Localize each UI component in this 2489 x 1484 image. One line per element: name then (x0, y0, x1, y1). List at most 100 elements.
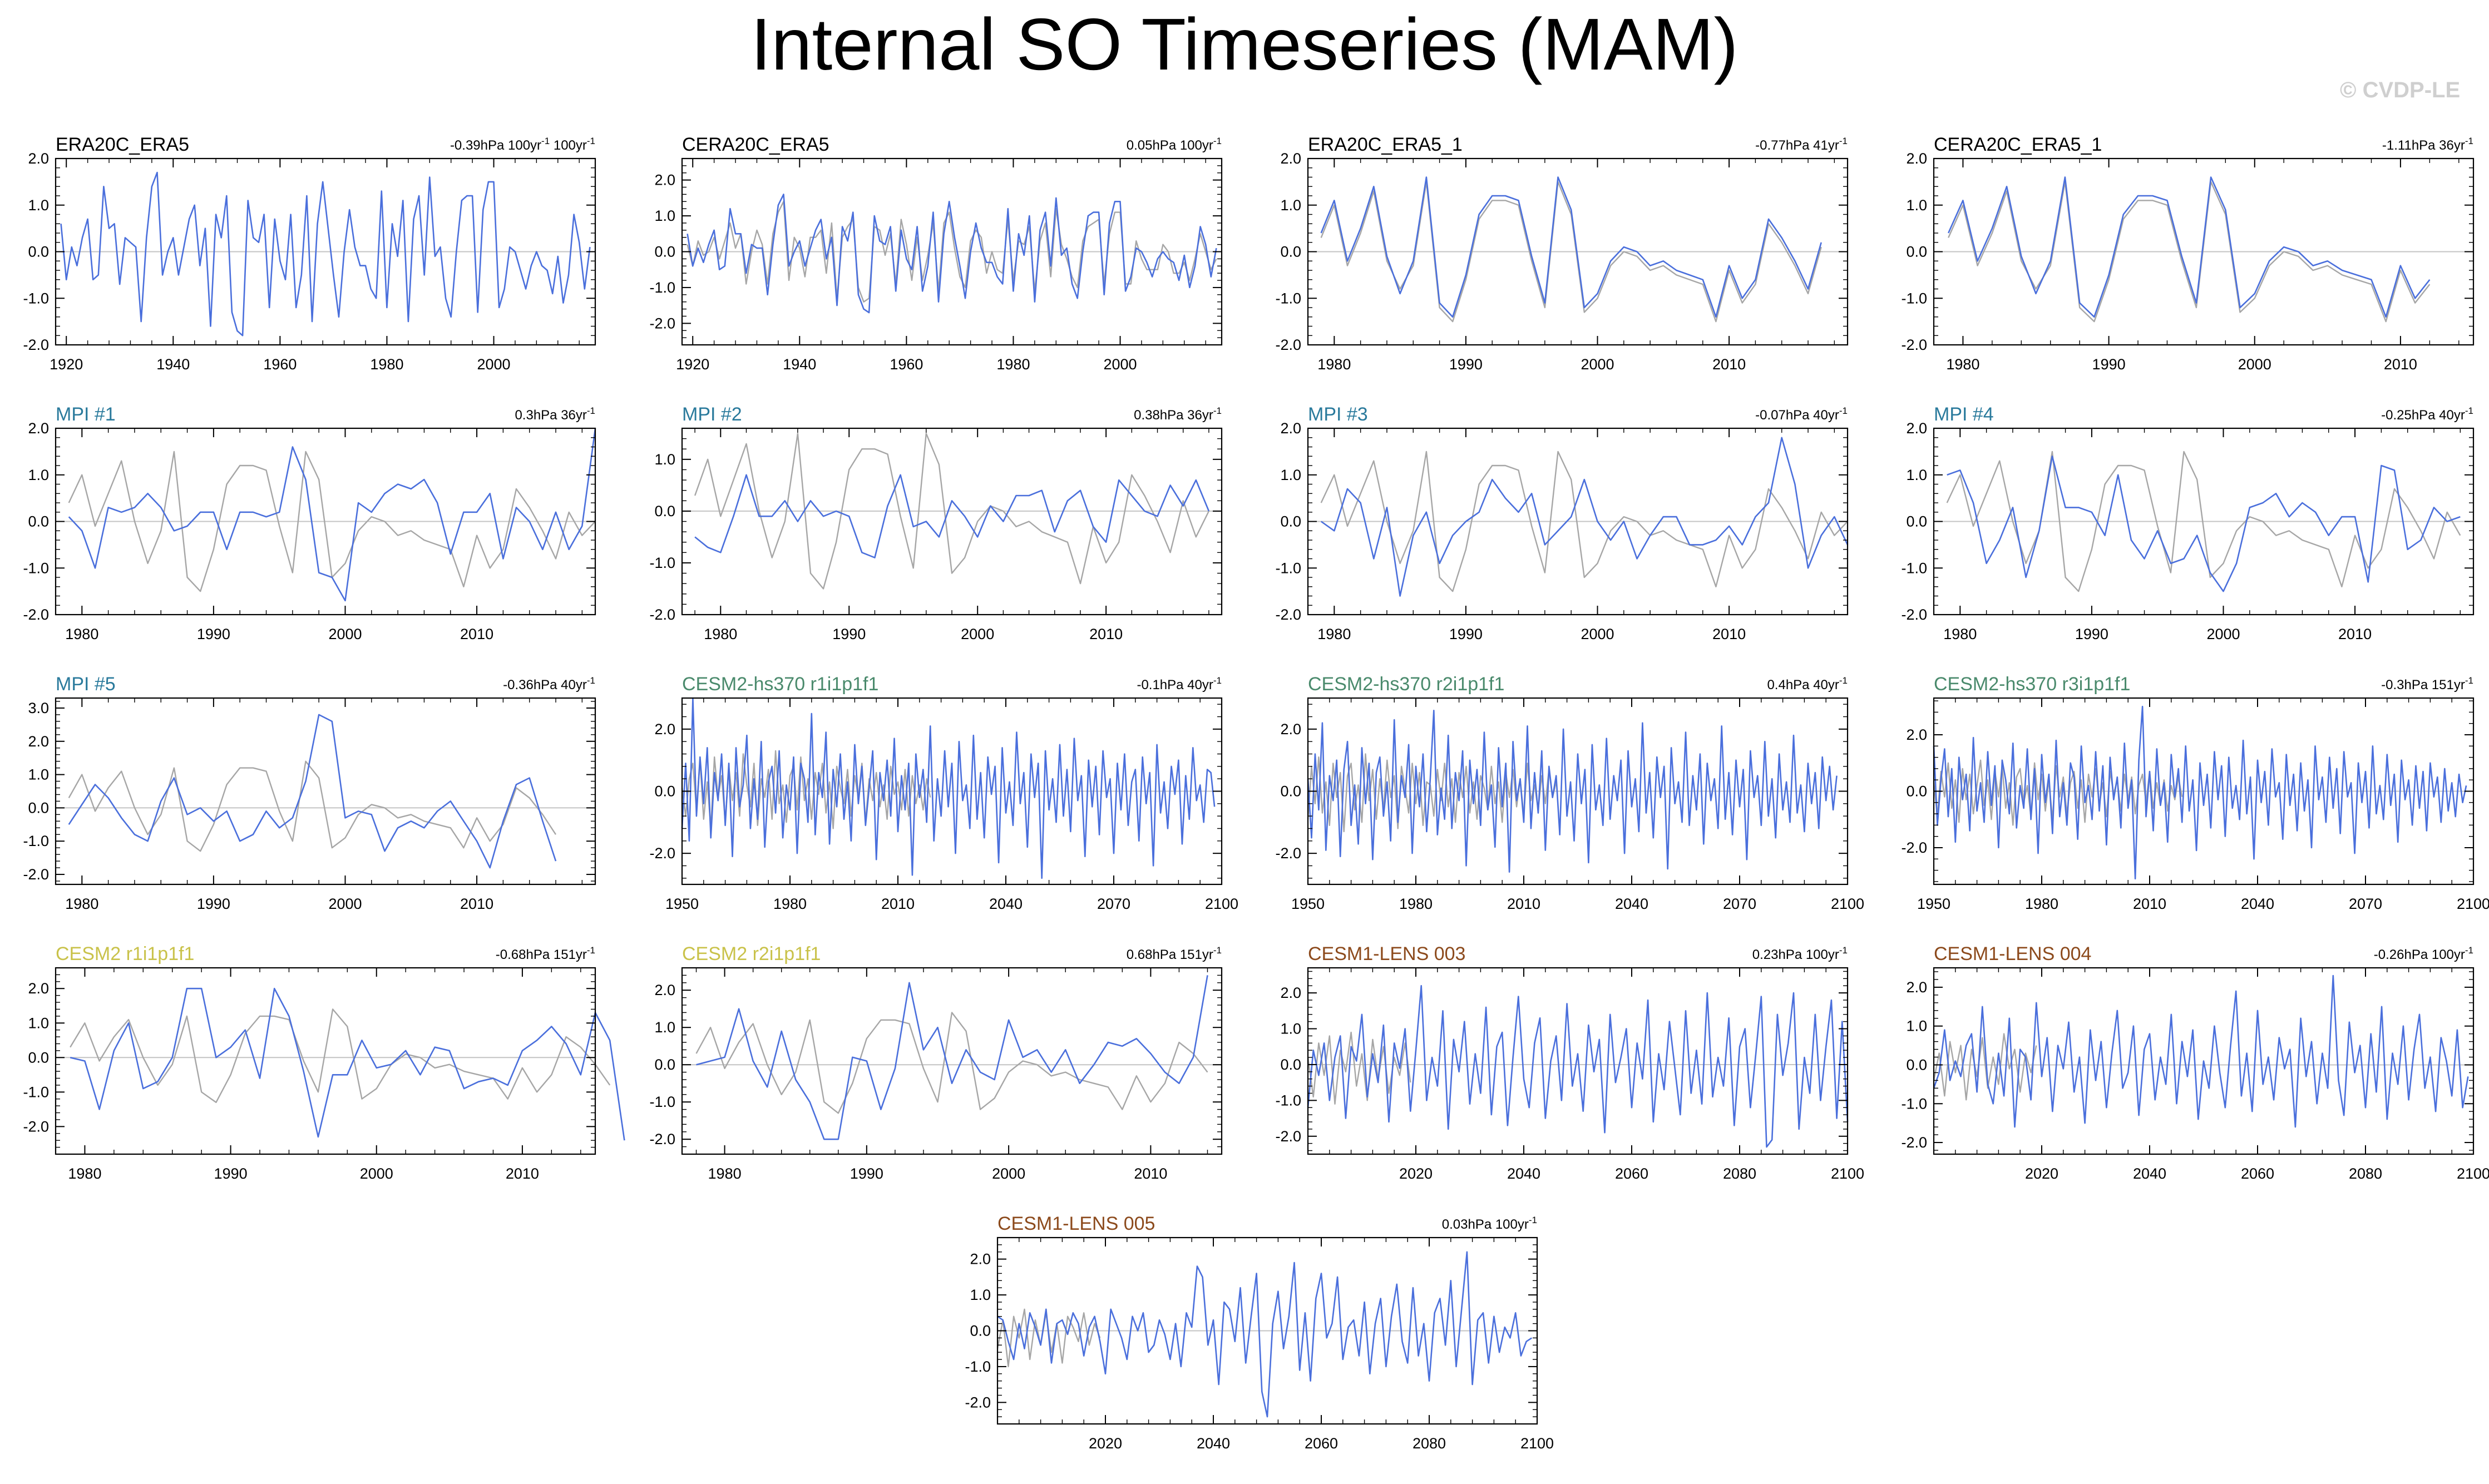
x-tick-label: 1920 (676, 356, 709, 373)
page-title: Internal SO Timeseries (MAM) (750, 3, 1739, 85)
x-tick-label: 1980 (1399, 896, 1433, 912)
x-tick-label: 2010 (1089, 626, 1123, 642)
trend-label: -0.26hPa 100yr-1 (2374, 945, 2473, 962)
trend-label: -0.36hPa 40yr-1 (503, 675, 595, 692)
y-tick-label: -2.0 (23, 337, 49, 353)
panel-title: CESM2-hs370 r1i1p1f1 (682, 674, 878, 695)
panel-title: CESM1-LENS 005 (997, 1213, 1155, 1234)
y-tick-label: 1.0 (970, 1287, 991, 1303)
x-tick-label: 2040 (989, 896, 1023, 912)
x-tick-label: 1980 (1943, 626, 1977, 642)
x-tick-label: 1980 (1317, 356, 1351, 373)
observed-series-line (1946, 451, 2461, 592)
y-tick-label: -1.0 (1275, 560, 1301, 576)
y-tick-label: 0.0 (1280, 513, 1301, 530)
x-tick-label: 2040 (2241, 896, 2274, 912)
y-tick-label: -1.0 (965, 1358, 991, 1375)
x-tick-label: 1980 (708, 1165, 742, 1182)
model-series-line (681, 697, 1216, 879)
y-tick-label: 2.0 (1280, 420, 1301, 437)
x-tick-label: 2010 (1134, 1165, 1167, 1182)
y-tick-label: 2.0 (28, 733, 49, 750)
x-tick-label: 1980 (2025, 896, 2058, 912)
y-tick-label: -2.0 (965, 1394, 991, 1411)
y-tick-label: -1.0 (1275, 1092, 1301, 1109)
model-series-line (60, 171, 591, 337)
plot-frame (681, 427, 1223, 616)
model-series-line (1933, 975, 2469, 1128)
panel-2: CERA20C_ERA5 0.05hPa 100yr-1 -2.0 -1.0 0.0 1.… (649, 134, 1223, 373)
y-tick-label: 2.0 (654, 982, 675, 998)
panel-10: CESM2-hs370 r1i1p1f1 -0.1hPa 40yr-1 -2.0 0.… (649, 674, 1238, 912)
model-series-line (1320, 437, 1849, 597)
trend-label: -0.25hPa 40yr-1 (2381, 405, 2473, 423)
y-tick-label: 0.0 (654, 503, 675, 520)
y-tick-label: 2.0 (1280, 985, 1301, 1001)
y-tick-label: 0.0 (1906, 1056, 1927, 1073)
y-tick-label: -1.0 (23, 1084, 49, 1100)
panel-14: CESM2 r2i1p1f1 0.68hPa 151yr-1 -2.0 -1.0 0.0… (649, 943, 1223, 1182)
x-tick-label: 2010 (1507, 896, 1540, 912)
x-tick-label: 2010 (2338, 626, 2372, 642)
y-tick-label: 0.0 (28, 799, 49, 816)
x-tick-label: 2010 (1712, 626, 1746, 642)
x-tick-label: 2010 (460, 626, 493, 642)
x-tick-label: 2000 (992, 1165, 1025, 1182)
trend-label: 0.03hPa 100yr-1 (1442, 1215, 1537, 1232)
x-tick-label: 1940 (783, 356, 816, 373)
panel-title: CESM2-hs370 r2i1p1f1 (1308, 674, 1504, 695)
x-tick-label: 2000 (328, 626, 362, 642)
y-tick-label: -1.0 (649, 1094, 675, 1110)
y-tick-label: -1.0 (23, 290, 49, 306)
y-tick-label: 2.0 (1906, 979, 1927, 996)
panel-11: CESM2-hs370 r2i1p1f1 0.4hPa 40yr-1 -2.0 0.0… (1275, 674, 1864, 912)
y-tick-label: 1.0 (654, 1019, 675, 1036)
panel-title: CERA20C_ERA5 (682, 134, 829, 155)
x-tick-label: 1990 (2092, 356, 2126, 373)
x-tick-label: 2060 (2241, 1165, 2274, 1182)
y-tick-label: -2.0 (23, 606, 49, 623)
x-tick-label: 1960 (890, 356, 923, 373)
x-tick-label: 2000 (477, 356, 510, 373)
panel-9: MPI #5 -0.36hPa 40yr-1 -2.0 -1.0 0.0 1.0 2.0 3.… (23, 674, 596, 912)
y-tick-label: 1.0 (1906, 197, 1927, 214)
x-tick-label: 1980 (1317, 626, 1351, 642)
panel-8: MPI #4 -0.25hPa 40yr-1 -2.0 -1.0 0.0 1.0 2.0 19… (1901, 404, 2475, 642)
model-series-line (1320, 176, 1822, 318)
y-tick-label: 2.0 (1906, 726, 1927, 743)
plot-frame (1933, 967, 2475, 1155)
panel-title: MPI #5 (56, 674, 116, 695)
y-tick-label: 0.0 (654, 1056, 675, 1073)
panel-title: CERA20C_ERA5_1 (1934, 134, 2102, 155)
trend-label: 0.4hPa 40yr-1 (1767, 675, 1848, 692)
x-tick-label: 1990 (197, 896, 230, 912)
model-series-line (1307, 710, 1838, 873)
y-tick-label: -2.0 (1901, 839, 1927, 856)
observed-series-line (70, 1008, 611, 1104)
panel-title: MPI #3 (1308, 404, 1368, 425)
x-tick-label: 1980 (65, 896, 98, 912)
y-tick-label: 1.0 (654, 451, 675, 468)
x-tick-label: 2020 (1089, 1435, 1122, 1452)
panel-title: CESM2-hs370 r3i1p1f1 (1934, 674, 2130, 695)
x-tick-label: 1980 (704, 626, 737, 642)
y-tick-label: 0.0 (28, 1049, 49, 1066)
y-tick-label: 1.0 (28, 766, 49, 783)
x-tick-label: 2080 (1723, 1165, 1756, 1182)
trend-label: 0.23hPa 100yr-1 (1752, 945, 1848, 962)
plot-frame (55, 967, 596, 1155)
y-tick-label: 2.0 (654, 172, 675, 189)
x-tick-label: 1980 (1946, 356, 1979, 373)
x-tick-label: 2000 (1103, 356, 1137, 373)
x-tick-label: 2060 (1615, 1165, 1648, 1182)
panel-title: CESM2 r1i1p1f1 (56, 943, 194, 964)
panel-title: CESM1-LENS 003 (1308, 943, 1465, 964)
x-tick-label: 2070 (1097, 896, 1130, 912)
x-tick-label: 2100 (1831, 896, 1864, 912)
x-tick-label: 1980 (370, 356, 403, 373)
x-tick-label: 2000 (961, 626, 994, 642)
plot-frame (55, 697, 596, 886)
trend-label: -0.77hPa 41yr-1 (1755, 136, 1848, 153)
y-tick-label: -2.0 (1901, 1134, 1927, 1151)
